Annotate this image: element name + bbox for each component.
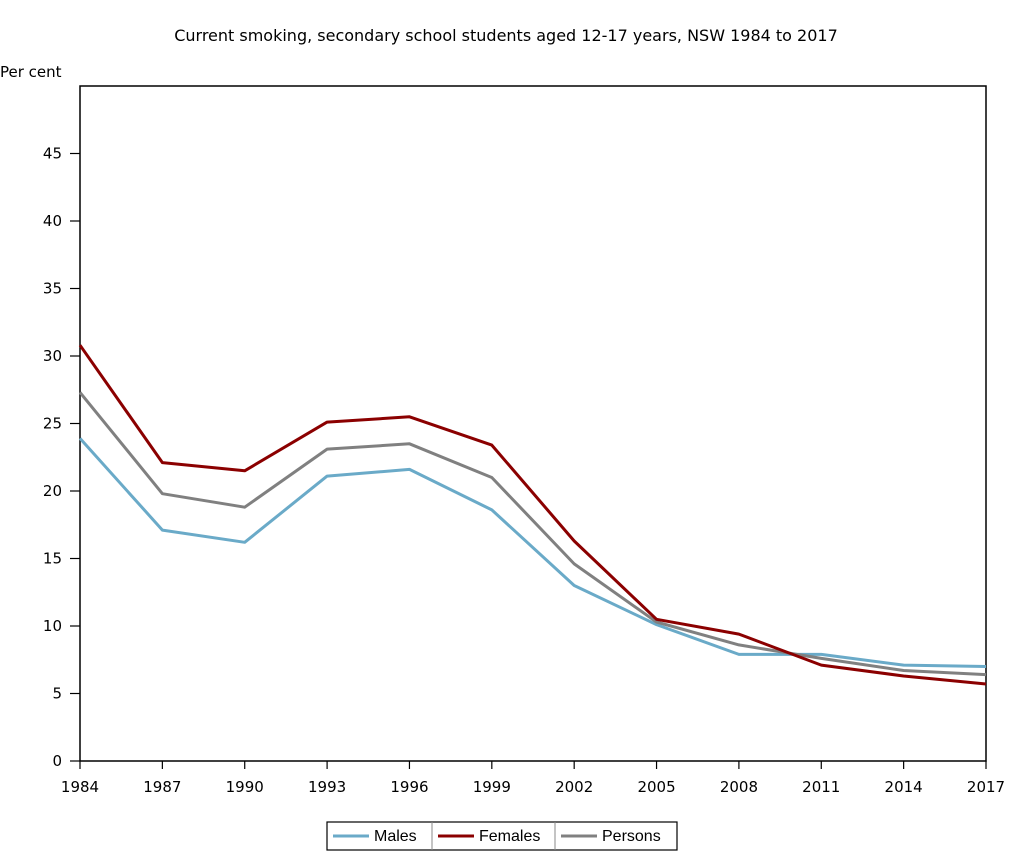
x-tick-label: 1996: [390, 778, 428, 796]
series-line-females: [78, 344, 987, 686]
y-tick-label: 10: [43, 617, 62, 635]
x-tick-label: 1984: [61, 778, 99, 796]
legend-label-females: Females: [479, 828, 540, 845]
series-line-persons: [78, 391, 987, 677]
x-tick-label: 2002: [555, 778, 593, 796]
y-tick-label: 15: [43, 550, 62, 568]
y-axis-label: Per cent: [0, 63, 62, 81]
legend-label-males: Males: [374, 828, 417, 845]
y-tick-label: 40: [43, 212, 62, 230]
y-tick-label: 35: [43, 280, 62, 298]
x-tick-label: 2008: [720, 778, 758, 796]
legend-label-persons: Persons: [602, 828, 661, 845]
chart-title: Current smoking, secondary school studen…: [174, 26, 838, 45]
legend-box: [326, 821, 678, 851]
y-tick-label: 20: [43, 482, 62, 500]
legend: Males Females Persons: [326, 821, 678, 851]
x-tick-label: 1987: [143, 778, 181, 796]
x-tick-label: 1993: [308, 778, 346, 796]
plot-area-frame: [79, 85, 987, 762]
series-line-males: [78, 437, 987, 668]
x-tick-label: 2014: [885, 778, 923, 796]
y-tick-label: 0: [52, 752, 62, 770]
y-tick-label: 30: [43, 347, 62, 365]
y-tick-label: 25: [43, 415, 62, 433]
y-tick-label: 5: [52, 685, 62, 703]
x-tick-label: 1999: [473, 778, 511, 796]
x-tick-label: 1990: [226, 778, 264, 796]
x-tick-label: 2011: [802, 778, 840, 796]
y-tick-label: 45: [43, 145, 62, 163]
x-tick-label: 2005: [637, 778, 675, 796]
x-tick-label: 2017: [967, 778, 1005, 796]
